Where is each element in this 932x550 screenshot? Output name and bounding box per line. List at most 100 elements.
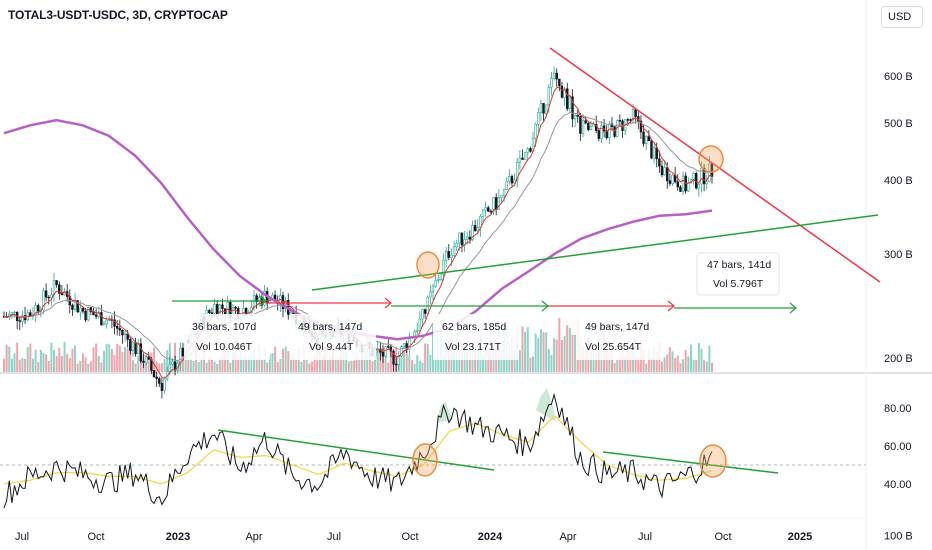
volume-bar (213, 361, 216, 372)
volume-bar (184, 356, 187, 372)
volume-bar (371, 361, 374, 372)
price-axis[interactable]: 600 B 500 B 400 B 300 B 200 B 100 B (884, 71, 913, 543)
rsi-highlight-circle-2[interactable] (699, 444, 727, 478)
highlight-circle-current[interactable] (698, 145, 724, 173)
volume-bar (276, 362, 279, 372)
volume-bar (29, 343, 32, 372)
currency-selector[interactable]: USD (881, 6, 923, 28)
time-axis-label: Jul (15, 531, 29, 543)
rsi-highlight-circle-1[interactable] (412, 443, 438, 477)
volume-bar (284, 346, 287, 372)
candle-body (613, 126, 616, 137)
volume-bar (187, 355, 190, 372)
candle-body (208, 309, 211, 314)
volume-bar (3, 358, 5, 372)
volume-bar (700, 348, 703, 372)
volume-bar (416, 355, 419, 372)
volume-bar (645, 363, 648, 372)
volume-bar (413, 363, 416, 372)
time-axis[interactable]: Jul Oct 2023 Apr Jul Oct 2024 Apr Jul Oct 2025 (15, 531, 812, 543)
candle-body (171, 361, 174, 365)
candle-body (394, 363, 398, 366)
volume-bar (16, 342, 19, 372)
candle-body (444, 251, 448, 261)
annotation-2-volume: Vol 9.44T (309, 341, 354, 353)
candle-body (81, 307, 85, 312)
candle-body (484, 207, 487, 211)
candle-body (447, 251, 451, 258)
volume-bar (97, 356, 100, 372)
candle-body (455, 242, 458, 248)
candle-body (508, 176, 511, 182)
candle-body (555, 72, 558, 80)
volume-bar (100, 362, 103, 372)
resistance-trendline[interactable] (549, 47, 881, 283)
candle-body (534, 123, 537, 139)
annotation-3-volume: Vol 23.171T (445, 341, 502, 353)
volume-bar (568, 328, 571, 372)
volume-bar (405, 344, 408, 372)
time-axis-label: Oct (714, 531, 731, 543)
volume-bar (684, 349, 687, 372)
volume-bar (5, 344, 8, 372)
volume-bar (55, 356, 58, 372)
volume-bar (705, 361, 708, 372)
candle-body (652, 147, 656, 159)
rsi-trendline-2[interactable] (602, 451, 779, 474)
candle-body (152, 370, 156, 378)
volume-bar (113, 354, 116, 372)
candle-body (102, 323, 106, 326)
volume-bar (613, 362, 616, 372)
candle-body (452, 246, 456, 256)
volume-bar (360, 351, 363, 372)
volume-bar (560, 340, 563, 372)
highlight-circle-breakout[interactable] (416, 251, 440, 279)
candle-body (437, 279, 440, 281)
volume-bar (458, 351, 461, 372)
candle-body (597, 130, 601, 139)
rsi-axis-label: 40.00 (884, 479, 912, 491)
annotation-box-4[interactable]: 49 bars, 147d Vol 25.654T (576, 314, 662, 360)
volume-bar (387, 362, 390, 372)
candle-body (510, 176, 514, 184)
rsi-trendline-1[interactable] (217, 429, 495, 471)
volume-bar (321, 356, 324, 372)
volume-bar (134, 363, 137, 372)
support-trendline[interactable] (311, 214, 879, 291)
volume-bar (92, 347, 95, 372)
candle-body (647, 136, 651, 141)
candle-body (505, 180, 508, 190)
volume-bar (350, 360, 353, 372)
annotation-1-volume: Vol 10.046T (196, 341, 253, 353)
candle-body (147, 356, 150, 360)
candle-body (681, 175, 685, 192)
volume-bar (711, 362, 713, 372)
volume-bar (103, 350, 106, 372)
annotation-box-5[interactable]: 47 bars, 141d Vol 5.796T (696, 252, 780, 296)
annotation-box-3[interactable]: 62 bars, 185d Vol 23.171T (433, 314, 519, 360)
volume-bar (434, 357, 437, 372)
candle-body (697, 183, 701, 189)
candle-body (521, 157, 524, 160)
candle-body (668, 180, 672, 184)
annotation-box-1[interactable]: 36 bars, 107d Vol 10.046T (184, 314, 270, 360)
volume-bar (105, 344, 108, 372)
annotation-box-2[interactable]: 49 bars, 147d Vol 9.44T (290, 314, 376, 360)
volume-bar (292, 358, 295, 372)
candle-body (105, 319, 108, 325)
volume-bar (663, 357, 666, 372)
volume-bar (482, 355, 485, 372)
candle-body (234, 306, 237, 309)
volume-bar (171, 359, 174, 372)
volume-bar (363, 350, 366, 372)
volume-bar (637, 358, 640, 372)
candle-body (634, 109, 637, 117)
volume-bar (305, 359, 308, 372)
volume-bar (487, 350, 490, 372)
rsi-axis[interactable]: 80.00 60.00 40.00 (884, 403, 912, 491)
volume-bar (300, 361, 303, 372)
volume-bar (166, 350, 169, 372)
volume-bar (247, 354, 250, 372)
candle-body (29, 312, 32, 317)
